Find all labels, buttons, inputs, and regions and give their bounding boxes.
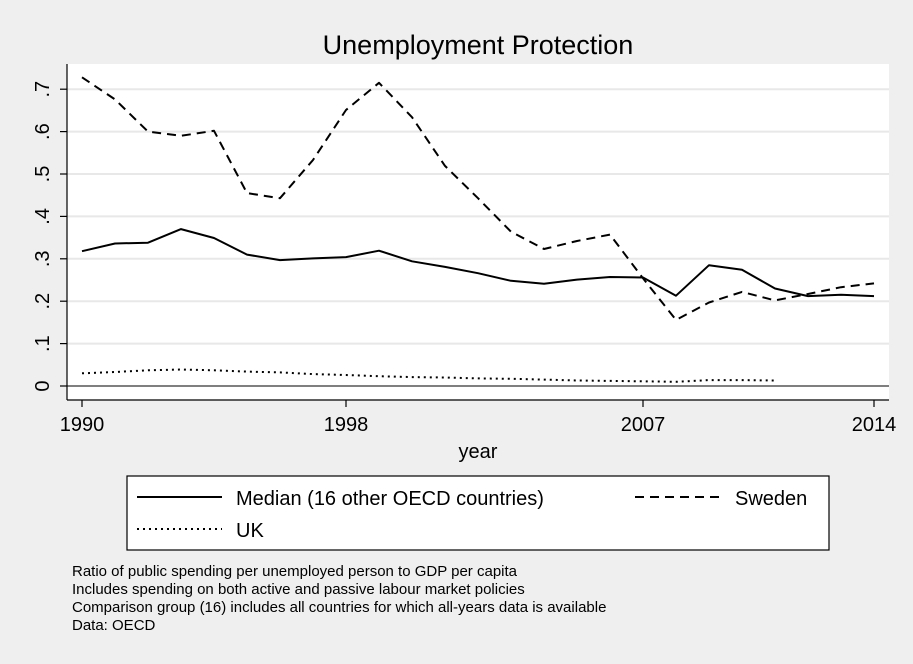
- median-line: [81, 228, 875, 298]
- y-tick-label: .7: [32, 81, 54, 98]
- legend-label-median: Median (16 other OECD countries): [236, 488, 544, 510]
- note-line: Data: OECD: [72, 617, 156, 634]
- y-tick-label: .6: [32, 123, 54, 140]
- sweden-line: [81, 76, 875, 321]
- uk-line: [81, 368, 776, 383]
- x-tick-label: 2007: [621, 414, 666, 436]
- x-tick-label: 2014: [852, 414, 897, 436]
- y-tick-label: .1: [32, 335, 54, 352]
- note-line: Comparison group (16) includes all count…: [72, 599, 607, 616]
- x-tick-label: 1998: [324, 414, 369, 436]
- legend-box: [126, 475, 830, 551]
- legend: Median (16 other OECD countries) Sweden …: [126, 475, 830, 551]
- note-line: Ratio of public spending per unemployed …: [72, 563, 517, 580]
- y-tick-label: .4: [32, 208, 54, 225]
- x-tick-label: 1990: [60, 414, 105, 436]
- y-tick-label: 0: [32, 380, 54, 391]
- legend-label-sweden: Sweden: [735, 488, 807, 510]
- y-tick-label: .2: [32, 293, 54, 310]
- x-axis-label: year: [459, 441, 498, 463]
- legend-label-uk: UK: [236, 520, 264, 542]
- chart-title: Unemployment Protection: [323, 30, 634, 60]
- y-tick-label: .3: [32, 250, 54, 267]
- y-tick-label: .5: [32, 166, 54, 183]
- note-line: Includes spending on both active and pas…: [72, 581, 525, 598]
- chart-notes: Ratio of public spending per unemployed …: [72, 563, 606, 635]
